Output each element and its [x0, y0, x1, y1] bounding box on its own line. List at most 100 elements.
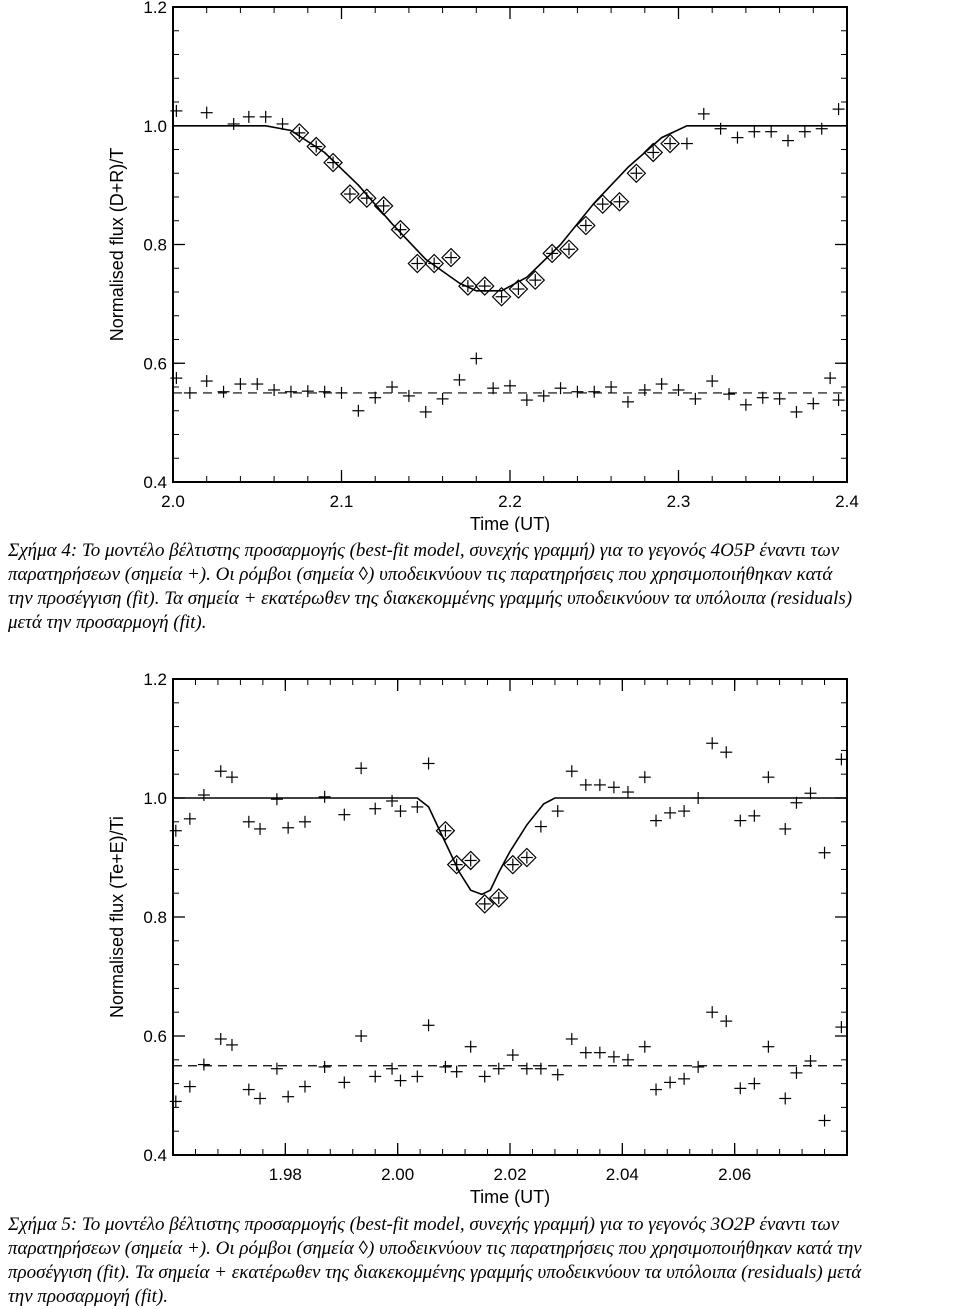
residual-plus [251, 378, 264, 391]
residual-plus [804, 1054, 817, 1067]
observation-plus [478, 280, 491, 293]
observation-plus [225, 771, 238, 784]
observation-plus [200, 106, 213, 119]
residual-plus [217, 385, 230, 398]
figure-5-caption: Σχήμα 5: Το μοντέλο βέλτιστης προσαρμογή… [8, 1213, 956, 1309]
residual-plus [402, 389, 415, 402]
observation-plus [169, 824, 182, 837]
observation-plus [464, 854, 477, 867]
observation-plus [664, 137, 677, 150]
residual-plus [492, 1062, 505, 1075]
residual-plus [270, 1062, 283, 1075]
residual-plus [439, 1060, 452, 1073]
observation-plus [461, 280, 474, 293]
x-tick-label: 2.00 [381, 1165, 414, 1184]
observation-plus [692, 792, 705, 804]
residual-plus [487, 382, 500, 395]
residual-plus [554, 382, 567, 395]
residual-plus [436, 392, 449, 405]
caption-line: την προσαρμογή (fit). [8, 1286, 168, 1307]
y-tick-label: 0.8 [143, 908, 167, 927]
chart-3O2P-canvas: 1.98 2.00 2.02 2.04 2.06 0.4 0.6 0.8 1.0 1.2 Time … [107, 672, 848, 1207]
residual-plus [338, 1076, 351, 1089]
fit-point-diamond [491, 286, 512, 307]
residual-plus [268, 383, 281, 396]
residual-plus [225, 1038, 238, 1051]
residual-plus [650, 1083, 663, 1096]
residual-plus [689, 392, 702, 405]
observation-plus [706, 737, 719, 750]
x-tick-label: 2.0 [161, 492, 185, 511]
residual-plus [520, 394, 533, 407]
observation-plus [734, 814, 747, 827]
residual-plus [386, 381, 399, 393]
residual-plus [254, 1092, 267, 1105]
residual-plus [386, 1062, 399, 1075]
figure-4-caption: Σχήμα 4: Το μοντέλο βέλτιστης προσαρμογή… [8, 539, 956, 635]
observation-plus [495, 290, 508, 303]
residual-plus [234, 378, 247, 391]
observation-plus [815, 122, 828, 135]
caption-line: μετά την προσαρμογή (fit). [8, 612, 207, 633]
observation-plus [282, 821, 295, 834]
y-tick-label: 0.4 [143, 473, 167, 492]
observation-plus [394, 223, 407, 236]
observation-plus [318, 790, 331, 803]
residual-plus [301, 385, 314, 398]
fit-point-diamond [435, 820, 456, 841]
residual-plus [748, 1077, 761, 1090]
observation-plus [355, 762, 368, 775]
residual-plus [504, 379, 516, 392]
chart-4O5P-canvas: 2.0 2.1 2.2 2.3 2.4 0.4 0.6 0.8 1.0 1.2 Time (UT) N… [107, 0, 859, 532]
observation-plus [411, 257, 424, 270]
fit-point-diamond [460, 850, 481, 871]
y-tick-label: 0.8 [143, 236, 167, 255]
observation-plus [613, 195, 626, 208]
residual-plus [318, 1060, 331, 1073]
observation-plus [377, 199, 390, 212]
observation-plus [714, 122, 727, 135]
observation-plus [242, 815, 255, 828]
fit-point-diamond [458, 276, 478, 296]
observation-plus [779, 822, 792, 835]
observation-plus [170, 104, 183, 117]
residual-plus [824, 372, 837, 385]
observation-plus [338, 808, 351, 821]
observation-plus [680, 137, 693, 150]
residual-plus [835, 1021, 848, 1034]
observation-plus [765, 125, 778, 138]
residual-plus [170, 372, 183, 385]
observation-plus [562, 243, 575, 256]
observation-plus [790, 796, 803, 809]
residual-plus [450, 1065, 463, 1078]
observation-plus [546, 247, 559, 260]
observation-plus [762, 771, 775, 784]
observation-plus [520, 851, 533, 864]
residual-plus [593, 1046, 606, 1059]
observation-plus [607, 781, 620, 794]
observation-plus [183, 812, 196, 825]
fit-point-diamond [575, 215, 596, 236]
y-tick-label: 1.2 [143, 672, 167, 689]
observation-plus [293, 126, 306, 139]
residual-plus [506, 1049, 519, 1062]
fit-point-diamond [323, 152, 343, 173]
observation-plus [678, 805, 691, 818]
residual-plus [621, 395, 634, 408]
residual-plus [470, 352, 483, 365]
observation-plus [596, 198, 609, 211]
observation-plus [720, 746, 733, 759]
observation-plus [534, 820, 547, 833]
x-tick-label: 2.02 [493, 1165, 526, 1184]
observation-plus [565, 765, 578, 778]
caption-line: Σχήμα 5: Το μοντέλο βέλτιστης προσαρμογή… [8, 1214, 840, 1235]
residual-plus [169, 1095, 182, 1108]
residual-plus [706, 375, 719, 388]
fit-point-diamond [660, 133, 680, 154]
observation-plus [579, 219, 592, 232]
fit-point-diamond [643, 142, 664, 163]
observation-plus [492, 891, 505, 904]
y-axis-label: Normalised flux (D+R)/T [107, 148, 127, 342]
y-tick-label: 1.0 [143, 117, 167, 136]
fit-point-diamond [525, 270, 546, 290]
